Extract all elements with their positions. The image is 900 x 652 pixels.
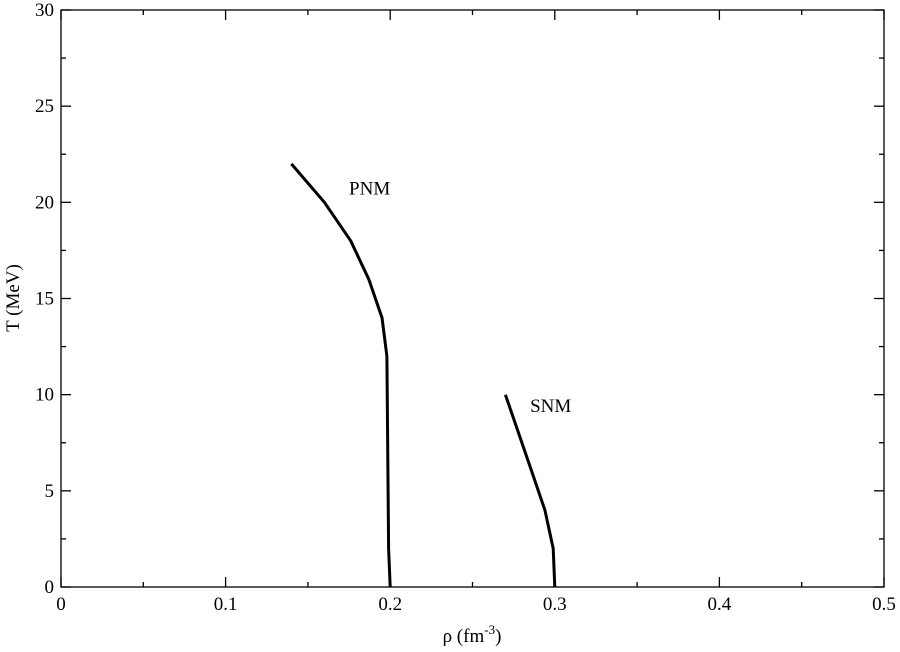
plot-frame	[60, 9, 885, 588]
series-line-2	[503, 394, 557, 588]
y-tick-label: 25	[35, 96, 54, 117]
x-tick-label: 0.4	[708, 594, 732, 615]
x-tick-label: 0.3	[543, 594, 567, 615]
annotations: PNM SNM	[349, 179, 571, 417]
x-tick-label: 0.2	[378, 594, 402, 615]
y-tick-label: 15	[35, 289, 54, 310]
x-tick-label: 0.1	[214, 594, 238, 615]
y-axis-title: T (MeV)	[3, 264, 24, 332]
x-tick-label: 0	[56, 594, 66, 615]
annotation-pnm: PNM	[349, 179, 390, 200]
y-tick-label: 10	[35, 385, 54, 406]
series-group	[290, 162, 557, 588]
x-axis-title-end: )	[495, 626, 501, 647]
axis-ticks	[60, 9, 885, 588]
x-axis-title-superscript: -3	[484, 622, 495, 637]
y-tick-label: 0	[45, 577, 55, 598]
x-tick-label: 0.5	[872, 594, 896, 615]
x-axis-title: ρ (fm-3)	[443, 622, 502, 647]
y-tick-label: 20	[35, 192, 54, 213]
y-tick-labels: 0 5 10 15 20 25 30	[35, 0, 54, 598]
annotation-snm: SNM	[530, 396, 571, 417]
y-tick-label: 5	[45, 481, 55, 502]
x-axis-title-main: ρ (fm	[443, 626, 485, 647]
y-tick-label: 30	[35, 0, 54, 21]
x-tick-labels: 0 0.1 0.2 0.3 0.4 0.5	[56, 594, 896, 615]
series-line-1	[290, 162, 392, 588]
